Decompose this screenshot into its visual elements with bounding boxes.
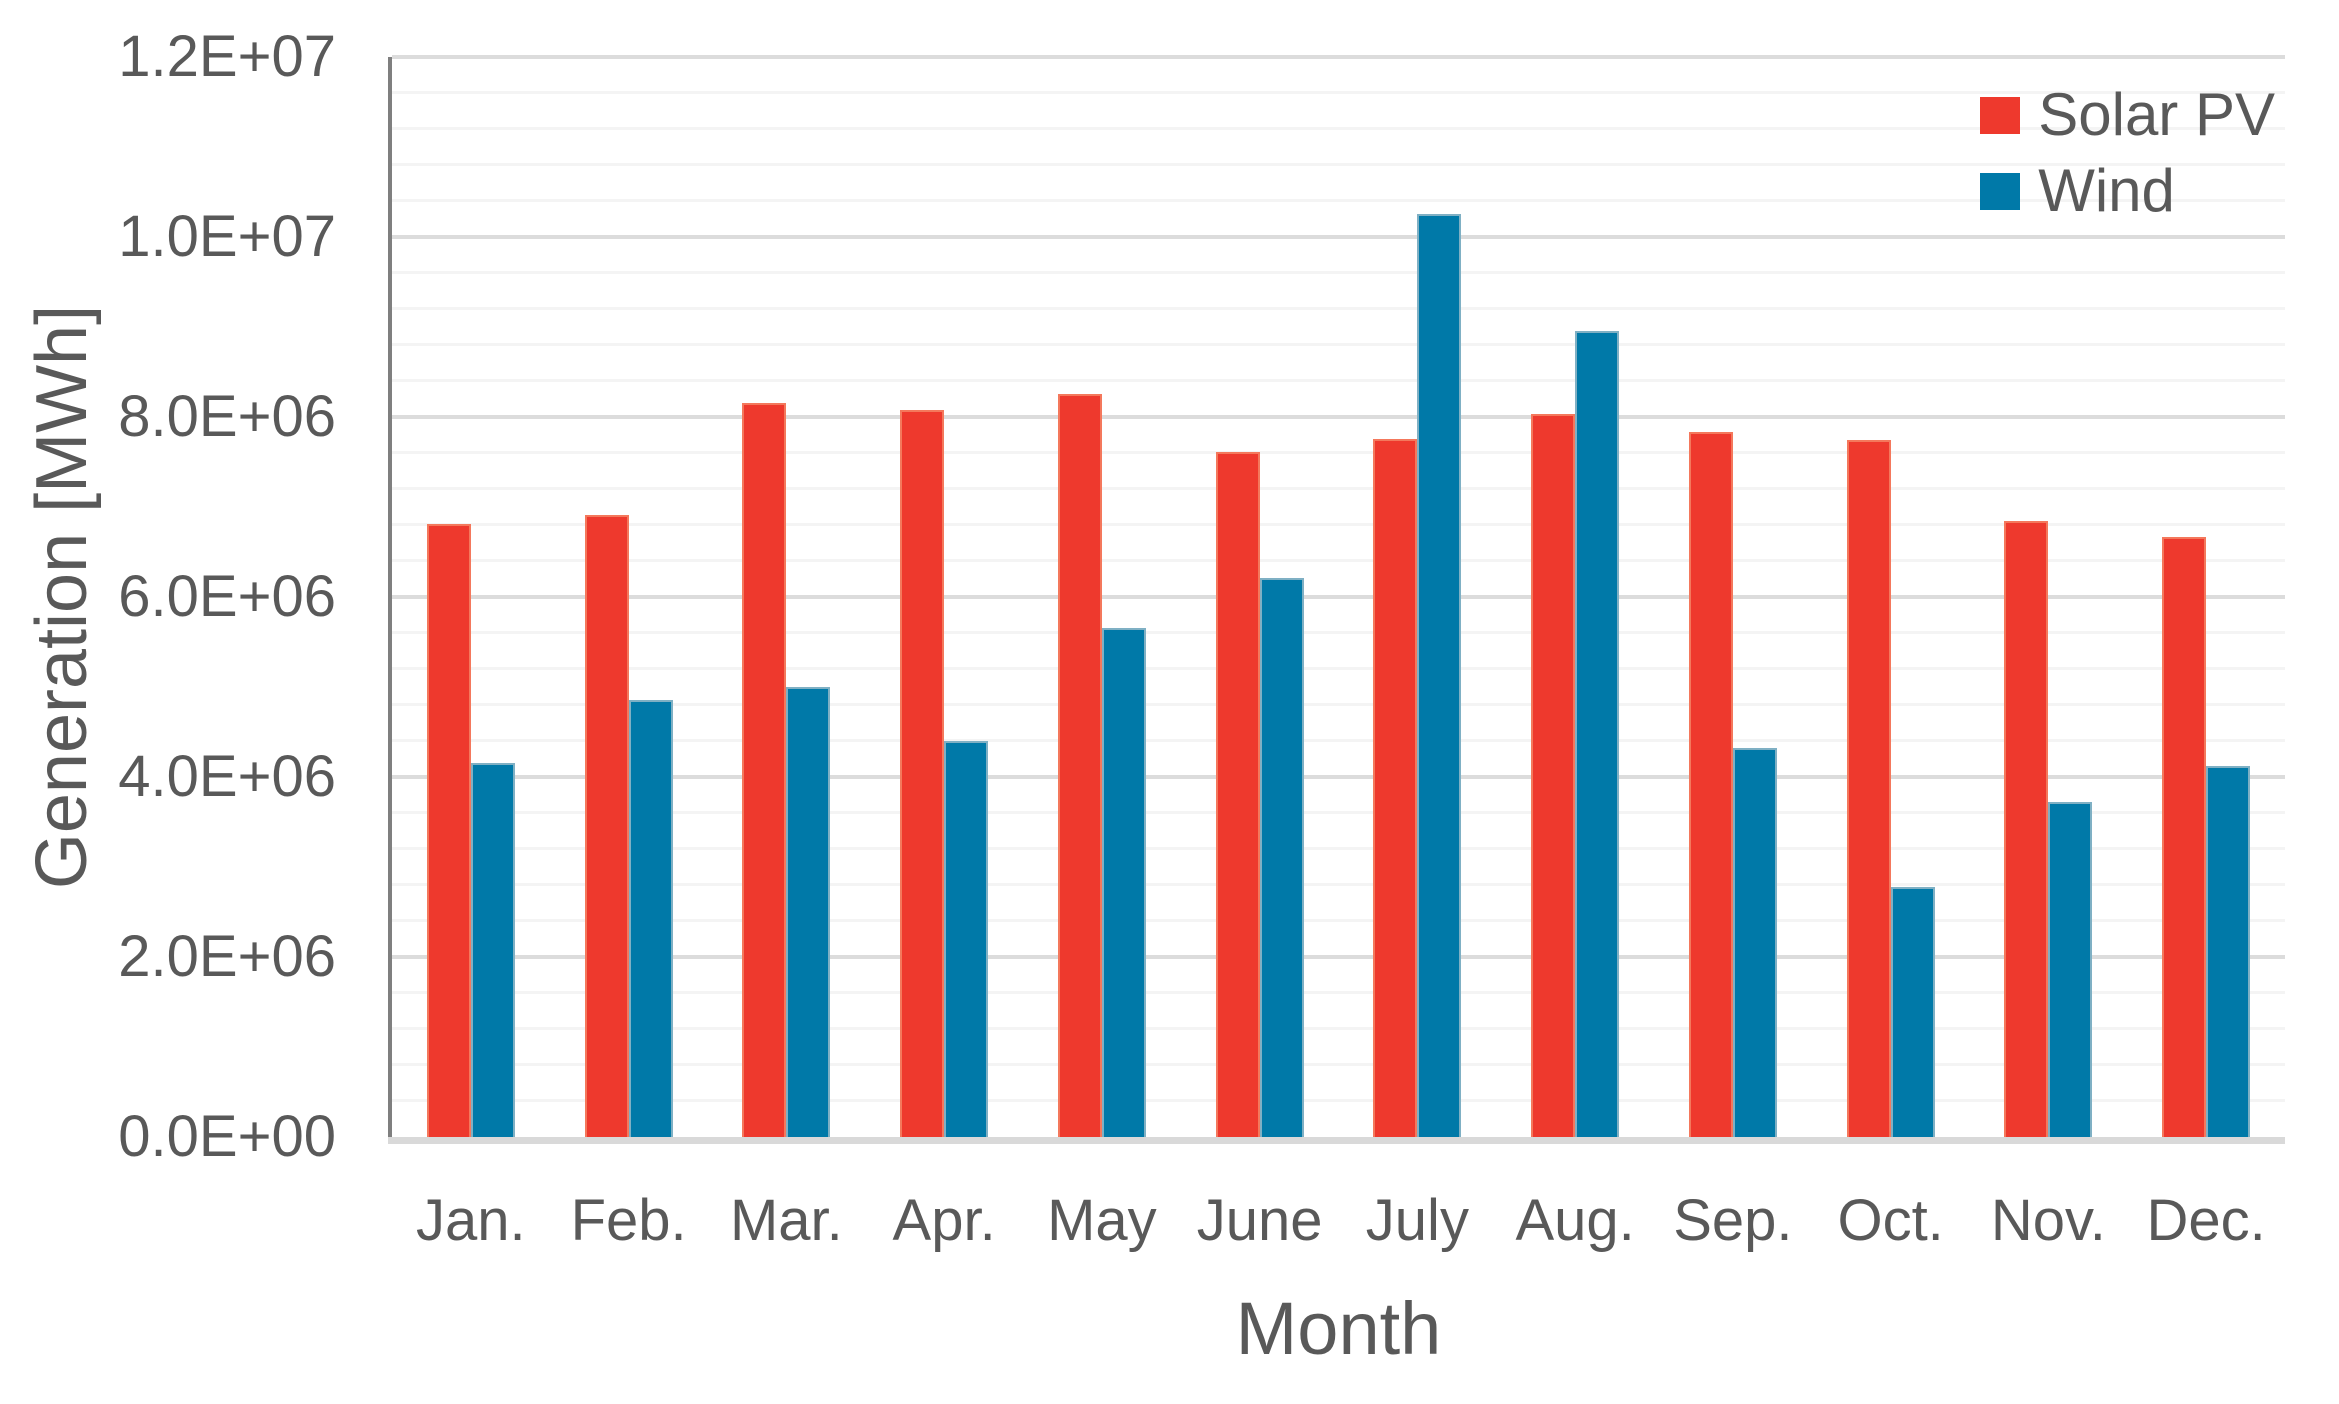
- minor-gridline: [392, 451, 2285, 454]
- major-gridline: [392, 775, 2285, 779]
- minor-gridline: [392, 703, 2285, 706]
- minor-gridline: [392, 667, 2285, 670]
- x-tick-label: July: [1365, 1188, 1469, 1253]
- x-tick-label: Mar.: [729, 1188, 843, 1253]
- bar-solar-pv-dec: [2162, 537, 2207, 1137]
- y-tick-label: 1.2E+07: [118, 24, 336, 89]
- x-tick-label: June: [1196, 1188, 1323, 1253]
- minor-gridline: [392, 559, 2285, 562]
- y-tick-label: 2.0E+06: [118, 924, 336, 989]
- minor-gridline: [392, 91, 2285, 94]
- minor-gridline: [392, 163, 2285, 166]
- bar-wind-aug: [1575, 331, 1620, 1137]
- plot-area: Solar PV Wind: [388, 55, 2285, 1144]
- y-axis-tick-labels: 0.0E+00 2.0E+06 4.0E+06 6.0E+06 8.0E+06 1.0E+…: [0, 28, 336, 1166]
- minor-gridline: [392, 883, 2285, 886]
- legend: Solar PV Wind: [1980, 85, 2275, 221]
- x-tick-label: Apr.: [892, 1188, 996, 1253]
- bar-solar-pv-nov: [2004, 521, 2049, 1137]
- minor-gridline: [392, 811, 2285, 814]
- minor-gridline: [392, 127, 2285, 130]
- major-gridline: [392, 415, 2285, 419]
- x-tick-label: Nov.: [1990, 1188, 2106, 1253]
- bar-wind-sep: [1732, 748, 1777, 1137]
- minor-gridline: [392, 631, 2285, 634]
- major-gridline: [392, 955, 2285, 959]
- minor-gridline: [392, 1099, 2285, 1102]
- minor-gridline: [392, 847, 2285, 850]
- bar-solar-pv-sep: [1688, 432, 1733, 1137]
- x-axis-tick-labels: Jan. Feb. Mar. Apr. May June July Aug. Sep. Oct. N…: [392, 1192, 2285, 1262]
- minor-gridline: [392, 1027, 2285, 1030]
- minor-gridline: [392, 307, 2285, 310]
- minor-gridline: [392, 199, 2285, 202]
- x-tick-label: Oct.: [1837, 1188, 1944, 1253]
- bar-wind-dec: [2206, 766, 2251, 1137]
- bar-solar-pv-mar: [742, 403, 787, 1137]
- minor-gridline: [392, 991, 2285, 994]
- major-gridline: [392, 235, 2285, 239]
- x-tick-label: May: [1047, 1188, 1157, 1253]
- x-tick-label: Feb.: [570, 1188, 687, 1253]
- minor-gridline: [392, 271, 2285, 274]
- y-tick-label: 6.0E+06: [118, 564, 336, 629]
- minor-gridline: [392, 487, 2285, 490]
- minor-gridline: [392, 523, 2285, 526]
- bar-solar-pv-may: [1057, 394, 1102, 1137]
- bar-wind-oct: [1890, 887, 1935, 1137]
- x-tick-label: Jan.: [416, 1188, 526, 1253]
- legend-label-wind: Wind: [2038, 157, 2175, 224]
- y-tick-label: 8.0E+06: [118, 384, 336, 449]
- x-tick-label: Aug.: [1515, 1188, 1635, 1253]
- y-tick-label: 1.0E+07: [118, 204, 336, 269]
- legend-swatch-solar-pv-icon: [1980, 96, 2021, 134]
- bar-wind-may: [1101, 628, 1146, 1137]
- minor-gridline: [392, 379, 2285, 382]
- bar-solar-pv-apr: [900, 410, 945, 1137]
- x-tick-label: Sep.: [1673, 1188, 1793, 1253]
- bar-wind-apr: [944, 741, 989, 1137]
- minor-gridline: [392, 1063, 2285, 1066]
- major-gridline: [392, 595, 2285, 599]
- bar-wind-nov: [2048, 802, 2093, 1137]
- bar-solar-pv-july: [1373, 439, 1418, 1137]
- bar-solar-pv-june: [1215, 452, 1260, 1137]
- bar-wind-mar: [786, 687, 831, 1137]
- bar-wind-feb: [628, 700, 673, 1137]
- x-axis-line: [388, 1137, 2285, 1144]
- bar-solar-pv-oct: [1846, 440, 1891, 1137]
- y-axis-line: [388, 57, 392, 1137]
- bar-wind-june: [1259, 578, 1304, 1137]
- x-tick-label: Dec.: [2146, 1188, 2266, 1253]
- legend-item-solar-pv: Solar PV: [1980, 85, 2275, 145]
- bar-solar-pv-aug: [1531, 414, 1576, 1137]
- minor-gridline: [392, 739, 2285, 742]
- bar-wind-july: [1417, 214, 1462, 1137]
- y-tick-label: 4.0E+06: [118, 744, 336, 809]
- bar-solar-pv-feb: [584, 515, 629, 1137]
- major-gridline: [392, 55, 2285, 59]
- y-tick-label: 0.0E+00: [118, 1104, 336, 1169]
- legend-label-solar-pv: Solar PV: [2038, 81, 2275, 148]
- legend-swatch-wind-icon: [1980, 172, 2021, 210]
- minor-gridline: [392, 919, 2285, 922]
- bar-solar-pv-jan: [426, 524, 471, 1137]
- x-axis-title: Month: [1235, 1287, 1442, 1370]
- bar-wind-jan: [470, 763, 515, 1137]
- minor-gridline: [392, 343, 2285, 346]
- legend-item-wind: Wind: [1980, 161, 2175, 221]
